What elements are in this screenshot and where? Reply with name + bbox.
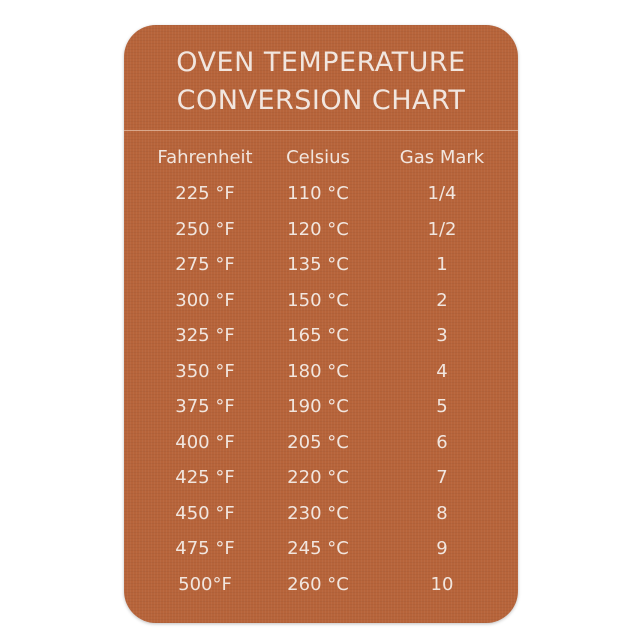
- gas-mark-cell: 7: [436, 467, 448, 488]
- conversion-chart-magnet: OVEN TEMPERATURE CONVERSION CHART Fahren…: [124, 25, 518, 623]
- fahrenheit-cell: 425 °F: [175, 467, 235, 488]
- gas-mark-cell: 9: [436, 538, 448, 559]
- celsius-cell: 135 °C: [287, 254, 349, 275]
- title-line-2: CONVERSION CHART: [176, 85, 466, 116]
- celsius-cell: 180 °C: [287, 360, 349, 382]
- celsius-cell: 165 °C: [287, 325, 349, 346]
- table-row: 475 °F 245 °C 9: [124, 538, 518, 568]
- header-celsius: Celsius: [286, 147, 350, 168]
- fahrenheit-cell: 225 °F: [175, 183, 235, 204]
- table-row: 225 °F 110 °C 1/4: [124, 183, 518, 213]
- table-row: 325 °F 165 °C 3: [124, 325, 518, 355]
- celsius-cell: 220 °C: [287, 467, 349, 488]
- gas-mark-cell: 5: [436, 396, 448, 417]
- table-row: 500°F 260 °C 10: [124, 574, 518, 604]
- table-row: 425 °F 220 °C 7: [124, 467, 518, 497]
- gas-mark-cell: 1/2: [427, 218, 457, 240]
- fahrenheit-cell: 500°F: [178, 573, 232, 595]
- gas-mark-cell: 1: [436, 254, 448, 275]
- table-row: 350 °F 180 °C 4: [124, 361, 518, 391]
- divider: [124, 130, 518, 131]
- celsius-cell: 190 °C: [287, 396, 349, 417]
- fahrenheit-cell: 325 °F: [175, 325, 235, 346]
- celsius-cell: 150 °C: [287, 289, 349, 311]
- celsius-cell: 260 °C: [287, 573, 349, 595]
- table-row: 375 °F 190 °C 5: [124, 396, 518, 426]
- table-row: 300 °F 150 °C 2: [124, 290, 518, 320]
- title-line-1: OVEN TEMPERATURE: [176, 47, 466, 78]
- gas-mark-cell: 10: [430, 573, 454, 595]
- celsius-cell: 245 °C: [287, 538, 349, 559]
- gas-mark-cell: 4: [436, 360, 448, 382]
- fahrenheit-cell: 350 °F: [175, 360, 235, 382]
- fahrenheit-cell: 450 °F: [175, 502, 235, 524]
- table-row: 275 °F 135 °C 1: [124, 254, 518, 284]
- celsius-cell: 230 °C: [287, 502, 349, 524]
- table-row: 450 °F 230 °C 8: [124, 503, 518, 533]
- celsius-cell: 205 °C: [287, 431, 349, 453]
- gas-mark-cell: 8: [436, 502, 448, 524]
- gas-mark-cell: 1/4: [427, 183, 457, 204]
- celsius-cell: 110 °C: [287, 183, 349, 204]
- table-header: Fahrenheit Celsius Gas Mark: [124, 147, 518, 177]
- header-fahrenheit: Fahrenheit: [157, 147, 253, 168]
- gas-mark-cell: 2: [436, 289, 448, 311]
- fahrenheit-cell: 250 °F: [175, 218, 235, 240]
- fahrenheit-cell: 400 °F: [175, 431, 235, 453]
- header-gas-mark: Gas Mark: [399, 147, 485, 168]
- gas-mark-cell: 3: [436, 325, 448, 346]
- fahrenheit-cell: 275 °F: [175, 254, 235, 275]
- fahrenheit-cell: 375 °F: [175, 396, 235, 417]
- celsius-cell: 120 °C: [287, 218, 349, 240]
- table-row: 250 °F 120 °C 1/2: [124, 219, 518, 249]
- gas-mark-cell: 6: [436, 431, 448, 453]
- table-row: 400 °F 205 °C 6: [124, 432, 518, 462]
- fahrenheit-cell: 300 °F: [175, 289, 235, 311]
- fahrenheit-cell: 475 °F: [175, 538, 235, 559]
